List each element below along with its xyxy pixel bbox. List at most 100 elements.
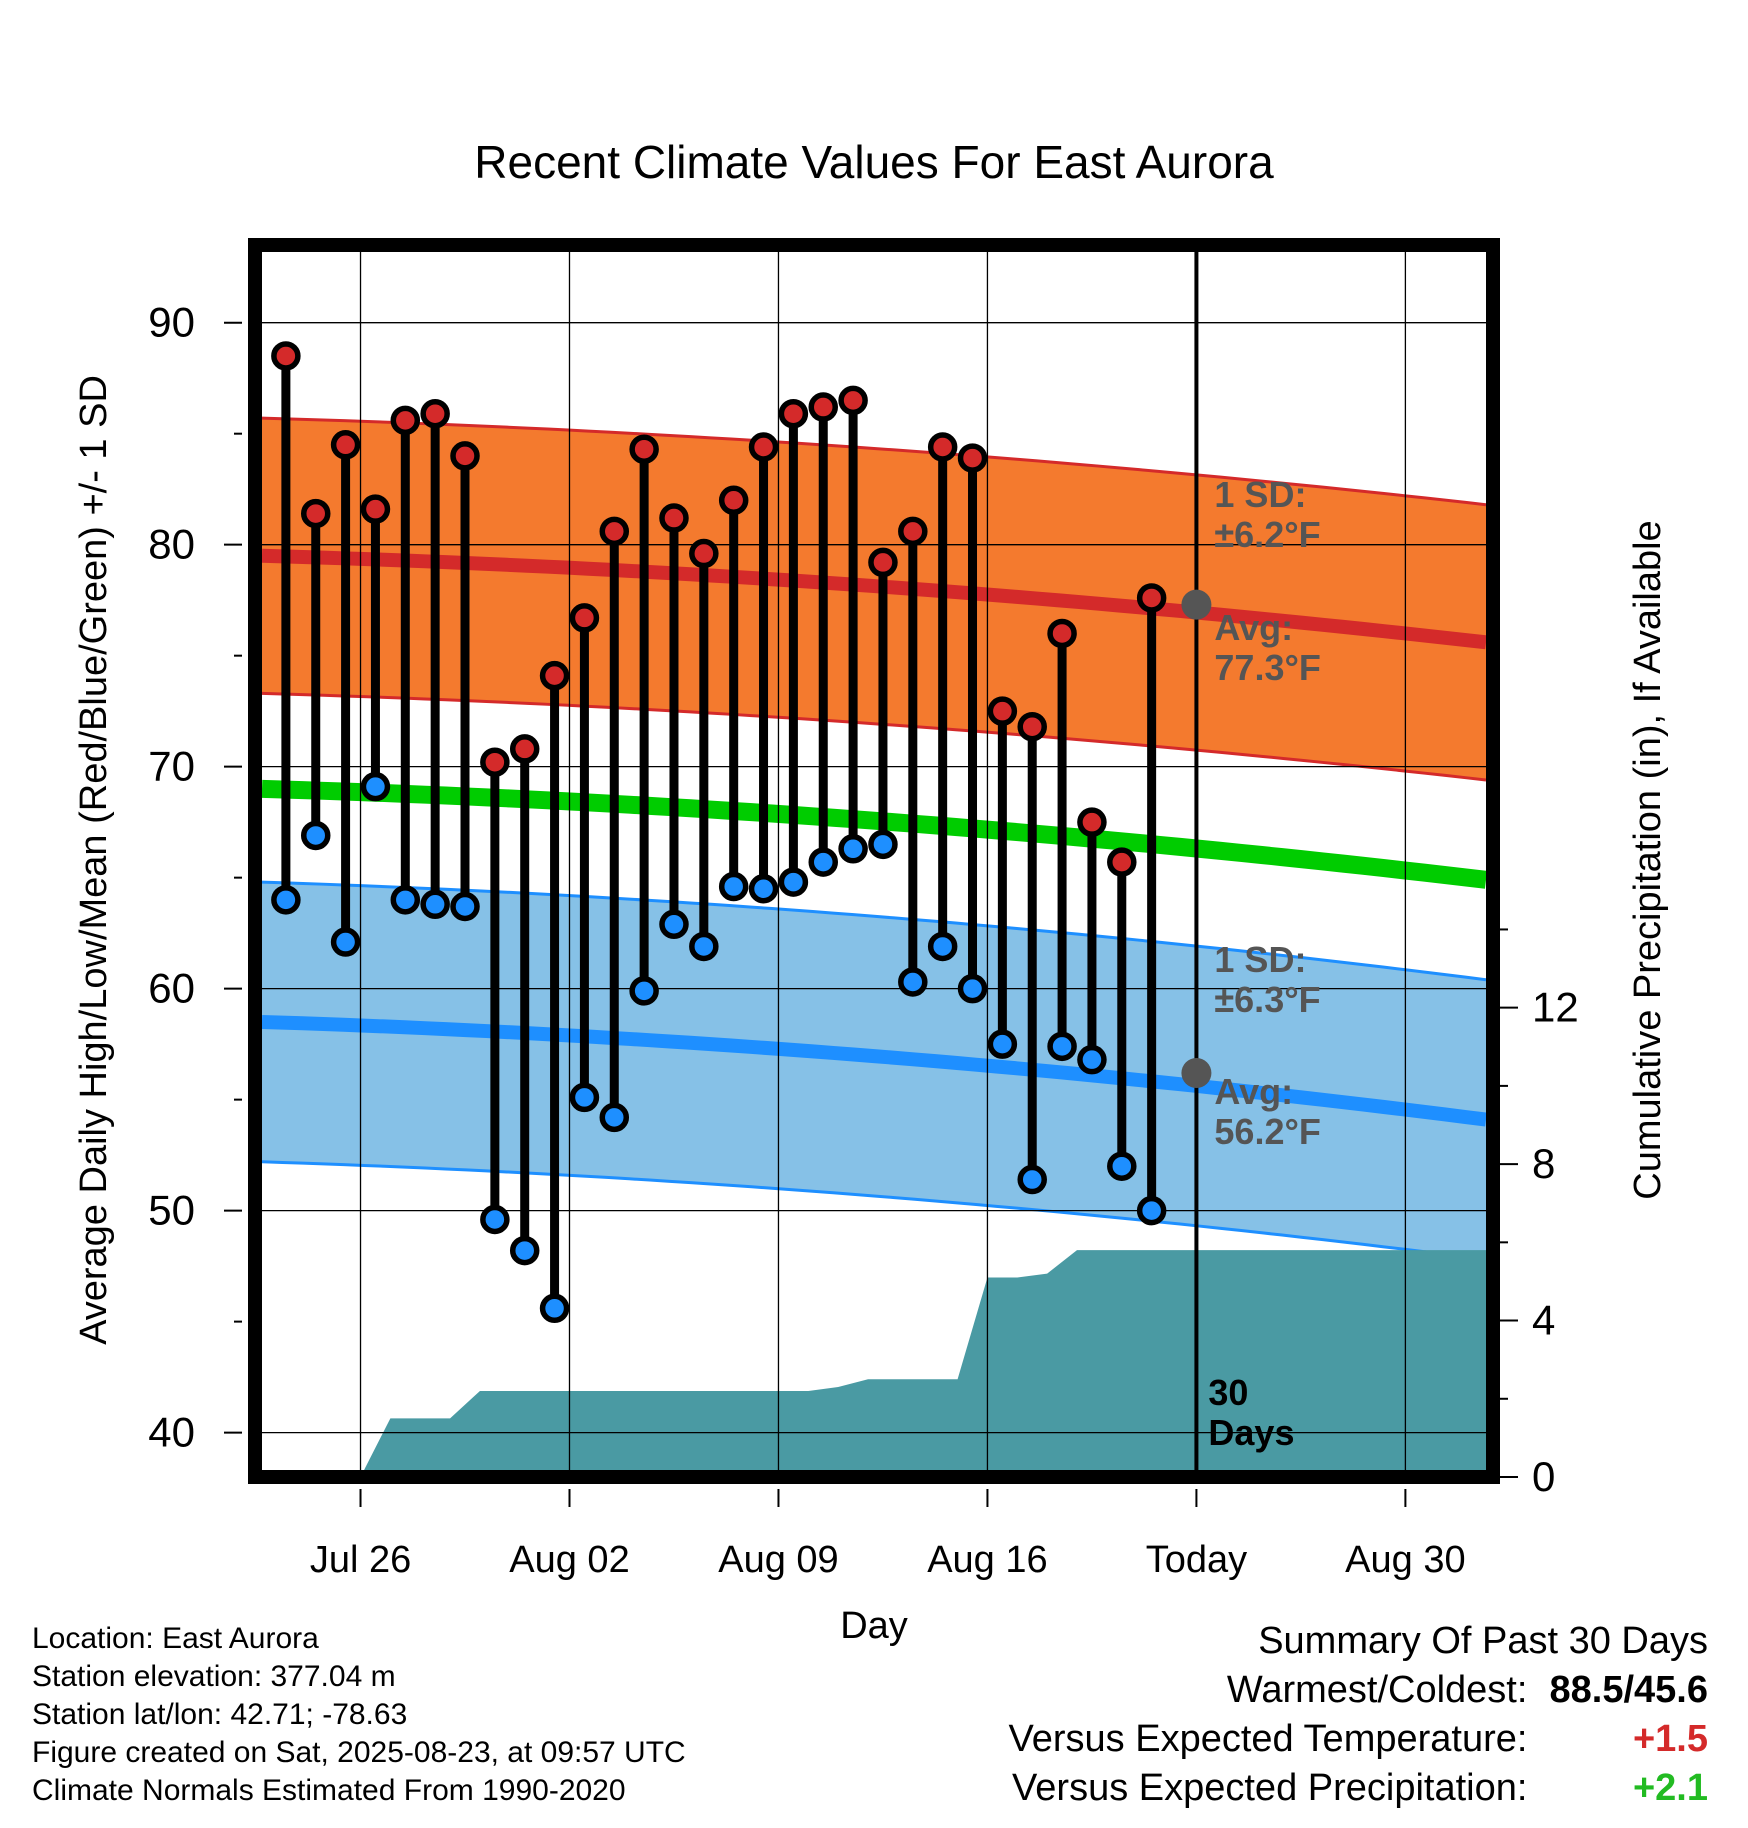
high-point <box>689 538 719 569</box>
footer-location: Location: East Aurora <box>32 1622 319 1655</box>
x-tick-label: Aug 02 <box>509 1539 629 1581</box>
y-tick-label: 90 <box>148 299 195 346</box>
summary-temp-value: +1.5 <box>1632 1718 1708 1760</box>
y2-tick-label: 0 <box>1532 1453 1555 1500</box>
high-point <box>390 405 421 436</box>
summary-panel: Summary Of Past 30 Days Warmest/Coldest:… <box>1009 1620 1708 1810</box>
low-point <box>480 1204 510 1235</box>
low-point <box>808 847 838 877</box>
low-point <box>1047 1031 1077 1062</box>
low-point <box>629 976 659 1006</box>
low-point <box>838 834 868 864</box>
climate-chart: Recent Climate Values For East Aurora 1 … <box>73 136 1669 1647</box>
avg-low-label: Avg: 56.2°F <box>1214 1071 1320 1152</box>
high-point <box>748 432 779 462</box>
normal-high-band-upper <box>262 416 1486 507</box>
low-point <box>659 909 689 940</box>
low-point <box>330 927 361 957</box>
high-point <box>838 385 868 416</box>
x-tick-label: Aug 09 <box>718 1539 838 1581</box>
low-point <box>420 889 450 920</box>
high-point <box>898 516 928 547</box>
low-point <box>778 867 809 897</box>
low-point <box>868 829 898 860</box>
normal-low-band <box>262 882 1486 1260</box>
low-point <box>1136 1195 1167 1226</box>
summary-title: Summary Of Past 30 Days <box>1258 1620 1708 1662</box>
x-axis-label: Day <box>840 1605 908 1647</box>
low-point <box>1077 1044 1107 1075</box>
plot-frame <box>248 238 1500 1484</box>
summary-warmest-label: Warmest/Coldest: <box>1226 1669 1528 1711</box>
y2-axis-label: Cumulative Precipitation (in), If Availa… <box>1627 520 1669 1199</box>
high-point <box>1077 807 1107 837</box>
low-point <box>300 820 331 851</box>
high-point <box>480 747 510 777</box>
high-point <box>300 498 331 529</box>
y-tick-label: 40 <box>148 1409 195 1456</box>
low-point <box>898 967 928 997</box>
y-tick-label: 60 <box>148 965 195 1012</box>
low-point <box>748 873 779 904</box>
high-point <box>599 516 630 547</box>
footer-latlon: Station lat/lon: 42.71; -78.63 <box>32 1698 408 1731</box>
normal-low-line <box>262 1014 1486 1127</box>
normal-low-band-lower <box>262 1160 1486 1261</box>
summary-precip-value: +2.1 <box>1632 1767 1708 1809</box>
footer-normals: Climate Normals Estimated From 1990-2020 <box>32 1774 626 1807</box>
high-point <box>927 432 958 462</box>
y-tick-label: 70 <box>148 743 195 790</box>
y2-tick-label: 8 <box>1532 1140 1555 1187</box>
days-label: 30 Days <box>1208 1372 1294 1453</box>
high-point <box>629 434 659 464</box>
low-point <box>509 1235 540 1266</box>
y2-tick-label: 12 <box>1532 984 1579 1031</box>
summary-temp-label: Versus Expected Temperature: <box>1008 1718 1528 1760</box>
x-tick-label: Aug 30 <box>1345 1539 1465 1581</box>
y-tick-label: 50 <box>148 1187 195 1234</box>
low-point <box>927 931 958 962</box>
x-tick-label: Aug 16 <box>927 1539 1047 1581</box>
normal-high-band <box>262 418 1486 780</box>
summary-precip-label: Versus Expected Precipitation: <box>1012 1767 1528 1809</box>
avg-high-label: Avg: 77.3°F <box>1214 607 1320 688</box>
avg-high-today-marker <box>1181 589 1212 620</box>
high-point <box>659 503 689 533</box>
high-point <box>330 430 361 460</box>
high-point <box>957 443 988 473</box>
x-tick-label: Jul 26 <box>310 1539 411 1581</box>
avg-low-today-marker <box>1181 1057 1212 1088</box>
precip-area <box>270 1250 1486 1477</box>
low-point <box>987 1029 1018 1059</box>
y-axis-label: Average Daily High/Low/Mean (Red/Blue/Gr… <box>73 375 115 1345</box>
footer-info: Location: East Aurora Station elevation:… <box>32 1620 686 1810</box>
low-point <box>271 885 301 915</box>
footer-created: Figure created on Sat, 2025-08-23, at 09… <box>32 1736 686 1769</box>
high-point <box>718 485 749 516</box>
chart-title: Recent Climate Values For East Aurora <box>474 136 1274 188</box>
high-point <box>509 734 540 764</box>
high-point <box>1047 618 1077 649</box>
high-point <box>778 398 809 429</box>
low-point <box>1107 1151 1137 1181</box>
high-point <box>1136 583 1167 613</box>
high-point <box>271 341 301 371</box>
low-point <box>539 1293 570 1324</box>
low-point <box>450 891 480 922</box>
x-tick-label: Today <box>1146 1539 1247 1581</box>
high-point <box>420 398 450 429</box>
low-point <box>957 973 988 1004</box>
high-point <box>539 660 570 691</box>
high-point <box>868 547 898 578</box>
high-point <box>808 392 838 422</box>
high-point <box>1017 711 1047 742</box>
low-point <box>1017 1164 1047 1195</box>
sd-high-label: 1 SD: ±6.2°F <box>1214 474 1320 555</box>
low-point <box>360 771 391 802</box>
high-point <box>987 696 1018 726</box>
low-point <box>599 1102 630 1133</box>
high-point <box>1107 847 1137 877</box>
sd-low-label: 1 SD: ±6.3°F <box>1214 939 1320 1020</box>
footer-elevation: Station elevation: 377.04 m <box>32 1660 396 1693</box>
high-point <box>360 494 391 524</box>
